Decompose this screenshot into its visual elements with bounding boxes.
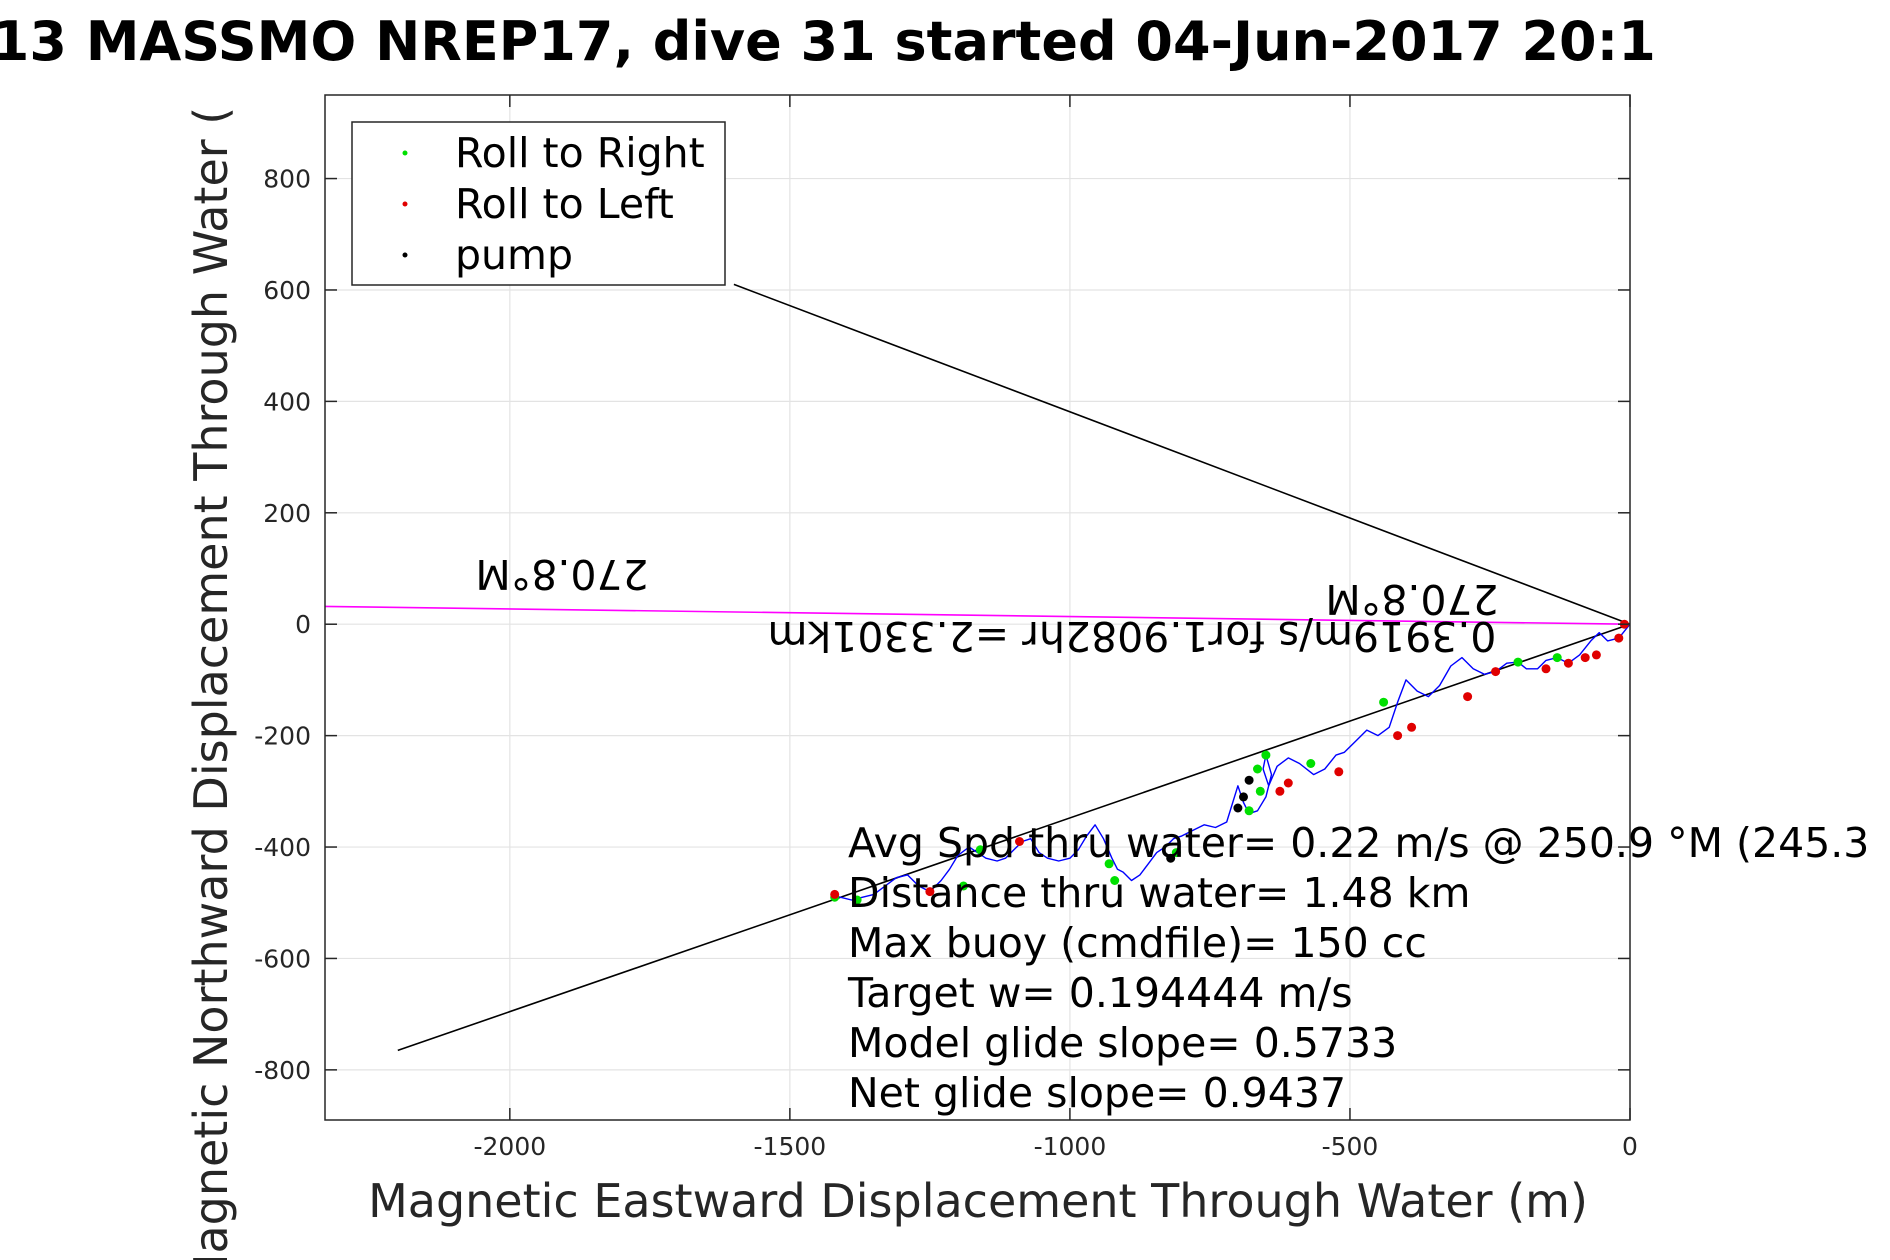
x-tick-label: -1500 xyxy=(754,1132,827,1161)
roll-right-marker xyxy=(1110,876,1120,885)
target-w-annotation: Target w= 0.194444 m/s xyxy=(847,969,1353,1017)
roll-right-marker xyxy=(1244,806,1254,816)
roll-right-marker xyxy=(1171,848,1181,858)
y-tick-label: -400 xyxy=(254,833,311,862)
x-tick-label: -2000 xyxy=(474,1132,547,1161)
pump-marker xyxy=(1239,792,1248,802)
x-axis-label: Magnetic Eastward Displacement Through W… xyxy=(368,1174,1588,1228)
roll-left-marker xyxy=(1015,837,1024,846)
y-axis-label: Magnetic Northward Displacement Through … xyxy=(184,107,238,1260)
roll-left-marker xyxy=(1563,658,1573,668)
roll-left-marker xyxy=(1591,650,1601,660)
y-tick-label: 400 xyxy=(263,387,311,416)
roll-left-marker xyxy=(1580,653,1590,663)
roll-left-marker xyxy=(1614,633,1624,643)
x-tick-label: -500 xyxy=(1322,1132,1379,1161)
roll-right-marker xyxy=(1261,750,1271,760)
y-tick-label: 200 xyxy=(263,499,311,528)
dive-statistics: Avg Spd thru water= 0.22 m/s @ 250.9 °M … xyxy=(847,819,1869,1117)
legend-label-roll-right: Roll to Right xyxy=(455,129,705,177)
y-tick-label: 600 xyxy=(263,276,311,305)
legend-marker-roll-right xyxy=(402,150,408,156)
roll-right-marker xyxy=(1255,786,1265,796)
roll-left-marker xyxy=(1275,786,1285,796)
y-tick-label: -600 xyxy=(254,944,311,973)
heading-line-line xyxy=(324,605,1631,625)
chart-title: 613 MASSMO NREP17, dive 31 started 04-Ju… xyxy=(0,10,1656,73)
heading-label-right: 270.8°M xyxy=(1325,575,1498,623)
legend-label-pump: pump xyxy=(455,231,573,279)
y-tick-label: -200 xyxy=(254,722,311,751)
roll-left-marker xyxy=(830,889,840,899)
roll-right-marker xyxy=(1306,759,1316,768)
roll-left-marker xyxy=(925,887,935,897)
roll-right-marker xyxy=(975,845,985,855)
roll-right-marker xyxy=(852,895,862,905)
roll-right-marker xyxy=(1253,764,1262,774)
legend: Roll to Right Roll to Left pump xyxy=(351,121,726,286)
roll-left-marker xyxy=(1283,778,1293,788)
legend-box xyxy=(351,121,726,286)
y-tick-label: -800 xyxy=(254,1056,311,1085)
roll-left-marker xyxy=(1491,667,1501,677)
current-vector-line xyxy=(733,283,1631,625)
current-summary-label: 0.3919m/s for1.9082hr =2.3301km xyxy=(768,612,1497,660)
roll-left-marker xyxy=(1407,722,1417,732)
max-buoy-annotation: Max buoy (cmdfile)= 150 cc xyxy=(848,919,1427,967)
pump-marker xyxy=(1244,775,1254,785)
roll-left-marker xyxy=(1334,767,1344,777)
roll-left-marker xyxy=(1393,731,1403,741)
roll-right-marker xyxy=(1379,697,1389,707)
axis-ticks: -2000 -1500 -1000 -500 0 800 600 400 200 0 -200 -40… xyxy=(254,95,1638,1161)
roll-left-marker xyxy=(1463,692,1473,702)
legend-marker-roll-left xyxy=(402,201,408,207)
x-tick-label: 0 xyxy=(1622,1132,1638,1161)
avg-speed-annotation: Avg Spd thru water= 0.22 m/s @ 250.9 °M … xyxy=(848,819,1869,867)
pump-marker xyxy=(1233,803,1243,813)
roll-left-marker xyxy=(1541,664,1551,674)
distance-annotation: Distance thru water= 1.48 km xyxy=(848,869,1470,917)
pump-marker xyxy=(1166,853,1176,863)
heading-label-left: 270.8°M xyxy=(475,550,648,598)
x-tick-label: -1000 xyxy=(1034,1132,1107,1161)
roll-right-marker xyxy=(959,881,968,891)
plot-frame xyxy=(324,94,1631,1121)
roll-right-marker xyxy=(1104,859,1114,869)
roll-right-marker xyxy=(1552,653,1562,663)
roll-markers xyxy=(830,619,1629,905)
model-glide-annotation: Model glide slope= 0.5733 xyxy=(848,1019,1397,1067)
roll-right-marker xyxy=(1513,657,1523,667)
y-tick-label: 800 xyxy=(263,165,311,194)
legend-marker-pump xyxy=(402,252,408,258)
net-glide-annotation: Net glide slope= 0.9437 xyxy=(848,1069,1346,1117)
legend-label-roll-left: Roll to Left xyxy=(455,180,674,228)
y-tick-label: 0 xyxy=(295,610,311,639)
